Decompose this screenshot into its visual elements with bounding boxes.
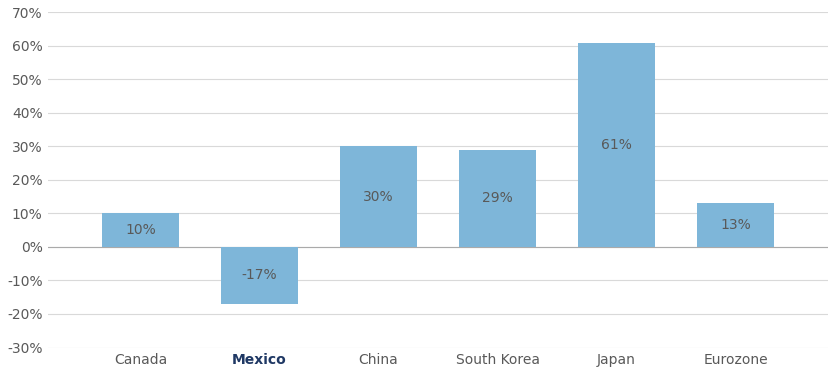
Bar — [697, 203, 774, 247]
Text: 13%: 13% — [721, 218, 751, 232]
Bar — [102, 214, 180, 247]
Bar — [578, 43, 655, 247]
Bar — [340, 147, 418, 247]
Text: 30%: 30% — [363, 190, 394, 204]
Bar — [221, 247, 298, 304]
Text: 61%: 61% — [601, 138, 632, 152]
Bar — [459, 150, 536, 247]
Text: -17%: -17% — [242, 269, 277, 282]
Text: 29%: 29% — [483, 191, 513, 205]
Text: 10%: 10% — [125, 223, 156, 237]
